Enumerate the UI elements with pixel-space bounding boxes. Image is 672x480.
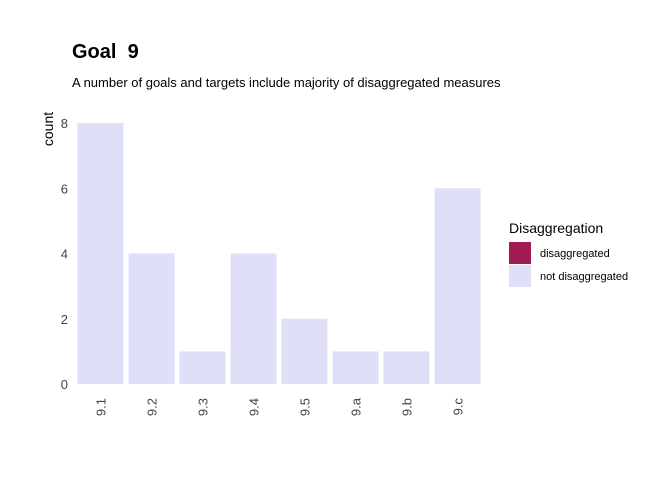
- x-axis: 9.1 9.2 9.3 9.4 9.5 9.a 9.b 9.c: [94, 397, 466, 416]
- bar-9-c-series-1: [434, 188, 481, 384]
- y-tick-label: 8: [61, 116, 68, 131]
- bar-9-b-series-1: [383, 351, 430, 384]
- legend-label: not disaggregated: [540, 271, 628, 283]
- bar-9-3-series-1: [179, 351, 226, 384]
- x-tick-label: 9.5: [298, 398, 313, 416]
- bars: [77, 123, 481, 384]
- legend-swatch: [509, 242, 531, 264]
- y-tick-label: 6: [61, 181, 68, 196]
- y-axis: 0 2 4 6 8: [61, 116, 68, 392]
- bar-9-2-series-1: [128, 253, 175, 384]
- x-tick-label: 9.1: [94, 398, 109, 416]
- legend-label: disaggregated: [540, 248, 610, 260]
- bar-9-4-series-1: [230, 253, 277, 384]
- bar-9-5-series-1: [281, 318, 328, 384]
- x-tick-label: 9.2: [145, 398, 160, 416]
- x-tick-label: 9.a: [349, 397, 364, 416]
- chart-title: Goal 9: [72, 41, 139, 63]
- legend: Disaggregation disaggregated not disaggre…: [509, 220, 628, 287]
- y-tick-label: 0: [61, 377, 68, 392]
- bar-9-1-series-1: [77, 123, 124, 384]
- x-tick-label: 9.3: [196, 398, 211, 416]
- x-tick-label: 9.b: [400, 398, 415, 416]
- y-tick-label: 2: [61, 312, 68, 327]
- bar-9-a-series-1: [332, 351, 379, 384]
- legend-items: disaggregated not disaggregated: [509, 242, 628, 287]
- x-tick-label: 9.4: [247, 398, 262, 416]
- legend-title: Disaggregation: [509, 220, 603, 236]
- legend-swatch: [509, 265, 531, 287]
- x-tick-label: 9.c: [451, 398, 466, 416]
- y-tick-label: 4: [61, 247, 68, 262]
- chart-subtitle: A number of goals and targets include ma…: [72, 75, 501, 90]
- y-axis-title: count: [40, 112, 56, 146]
